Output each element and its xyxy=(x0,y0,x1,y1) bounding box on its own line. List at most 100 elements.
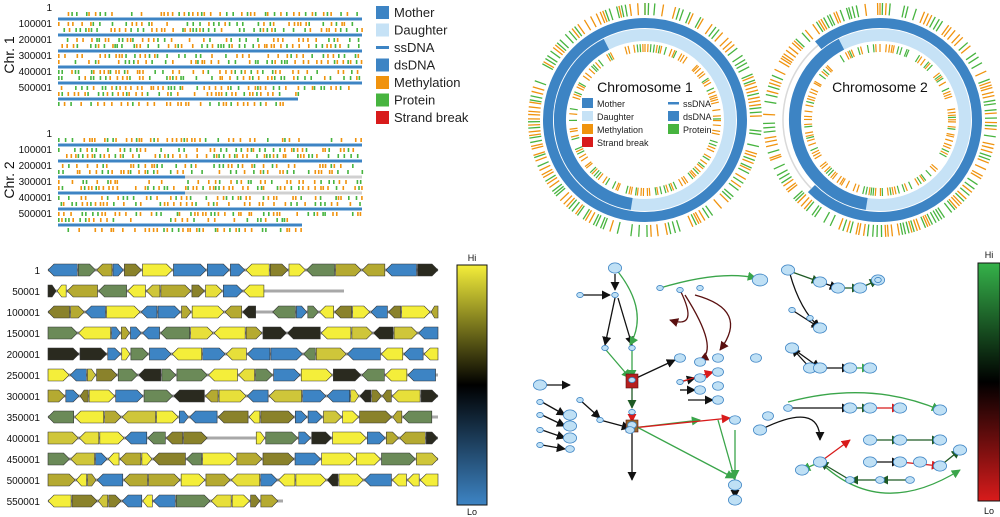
network-node xyxy=(892,434,907,446)
circular-mark xyxy=(948,198,958,209)
circular-inner-mark xyxy=(574,146,583,151)
network-node xyxy=(656,285,664,291)
circular-inner-mark xyxy=(569,113,578,115)
gene-arrow xyxy=(272,305,296,319)
linear-mark xyxy=(324,202,326,206)
gene-arrow xyxy=(183,431,208,445)
linear-mark xyxy=(196,12,199,16)
circular-mark xyxy=(815,21,824,33)
linear-mark xyxy=(273,76,276,80)
linear-mark xyxy=(236,102,239,106)
linear-mark xyxy=(337,196,340,200)
linear-mark xyxy=(61,76,63,80)
linear-mark xyxy=(95,170,98,174)
circular-inner-mark xyxy=(671,49,676,58)
circular-inner-mark xyxy=(938,81,947,87)
linear-mark xyxy=(189,228,192,232)
circular-mark xyxy=(951,33,961,44)
strand_break-legend-label: Strand break xyxy=(394,110,469,125)
linear-mark xyxy=(116,76,119,80)
linear-mark xyxy=(85,12,88,16)
linear-mark xyxy=(224,22,226,26)
gene-arrow xyxy=(231,494,251,508)
linear-mark xyxy=(238,38,241,42)
linear-dsdna-segment xyxy=(58,65,362,69)
linear-mark xyxy=(264,86,267,90)
linear-mark xyxy=(104,12,107,16)
gene-arrow xyxy=(407,473,420,487)
linear-mark xyxy=(101,86,104,90)
linear-mark xyxy=(169,102,172,106)
linear-mark xyxy=(236,22,238,26)
gene-arrow xyxy=(391,473,407,487)
linear-mark xyxy=(186,138,188,142)
circular-mark xyxy=(749,129,762,132)
gene-arrow xyxy=(47,494,72,508)
circular-mark xyxy=(698,209,706,221)
linear-mark xyxy=(340,138,343,142)
circular-mark xyxy=(848,7,853,20)
linear-mark xyxy=(154,70,156,74)
linear-mark xyxy=(342,60,345,64)
network-edge xyxy=(579,399,601,419)
linear-tick-label: 500001 xyxy=(19,83,53,94)
linear-mark xyxy=(342,70,345,74)
linear-mark xyxy=(112,44,114,48)
linear-mark xyxy=(77,154,80,158)
circular-mark xyxy=(943,26,952,38)
linear-mark xyxy=(148,54,151,58)
circular-inner-mark xyxy=(591,168,598,175)
circular-inner-mark xyxy=(689,170,696,178)
linear-mark xyxy=(307,60,310,64)
linear-mark xyxy=(63,28,66,32)
linear-mark xyxy=(256,154,258,158)
linear-mark xyxy=(297,154,299,158)
linear-mark xyxy=(144,170,147,174)
circular-inner-mark xyxy=(809,91,818,96)
linear-mark xyxy=(71,12,73,16)
linear-mark xyxy=(296,212,298,216)
circular-inner-mark xyxy=(865,186,868,195)
gene-arrow xyxy=(381,452,416,466)
circular-chromosome-svg: Chromosome 1 Chromosome 2 Mother ssDNADau… xyxy=(527,2,997,237)
linear-mark xyxy=(97,102,99,106)
linear-mark xyxy=(272,38,275,42)
linear-mark xyxy=(89,170,91,174)
circular-inner-mark xyxy=(576,86,585,91)
circular-inner-mark xyxy=(931,163,939,170)
linear-mark xyxy=(80,102,82,106)
linear-mark xyxy=(202,70,205,74)
linear-mark xyxy=(313,86,316,90)
gene-arrow xyxy=(307,305,319,319)
linear-mark xyxy=(191,202,193,206)
linear-mark xyxy=(99,202,102,206)
linear-mark xyxy=(77,70,80,74)
linear-mark xyxy=(322,164,324,168)
linear-mark xyxy=(188,12,190,16)
linear-mark xyxy=(157,138,159,142)
linear-mark xyxy=(347,60,349,64)
linear-mark xyxy=(259,102,262,106)
linear-mark xyxy=(247,186,249,190)
gene-arrow xyxy=(69,368,87,382)
linear-mark xyxy=(330,44,332,48)
linear-mark xyxy=(327,54,329,58)
linear-mark xyxy=(276,218,278,222)
circular-mark xyxy=(744,81,756,87)
linear-mark xyxy=(264,218,267,222)
network-edge xyxy=(605,349,631,379)
network-node xyxy=(862,402,877,414)
linear-mark xyxy=(239,138,242,142)
linear-mark xyxy=(172,60,174,64)
linear-mark xyxy=(91,154,94,158)
linear-mark xyxy=(67,196,70,200)
gene-arrow xyxy=(121,347,131,361)
circular-inner-mark xyxy=(656,186,659,195)
gene-arrow xyxy=(370,305,388,319)
circular-inner-mark xyxy=(573,93,582,98)
circular-mark xyxy=(649,224,652,237)
circular-inner-mark xyxy=(929,165,937,172)
linear-mark xyxy=(316,60,318,64)
linear-mark xyxy=(361,186,363,190)
circular-inner-mark xyxy=(936,77,944,83)
